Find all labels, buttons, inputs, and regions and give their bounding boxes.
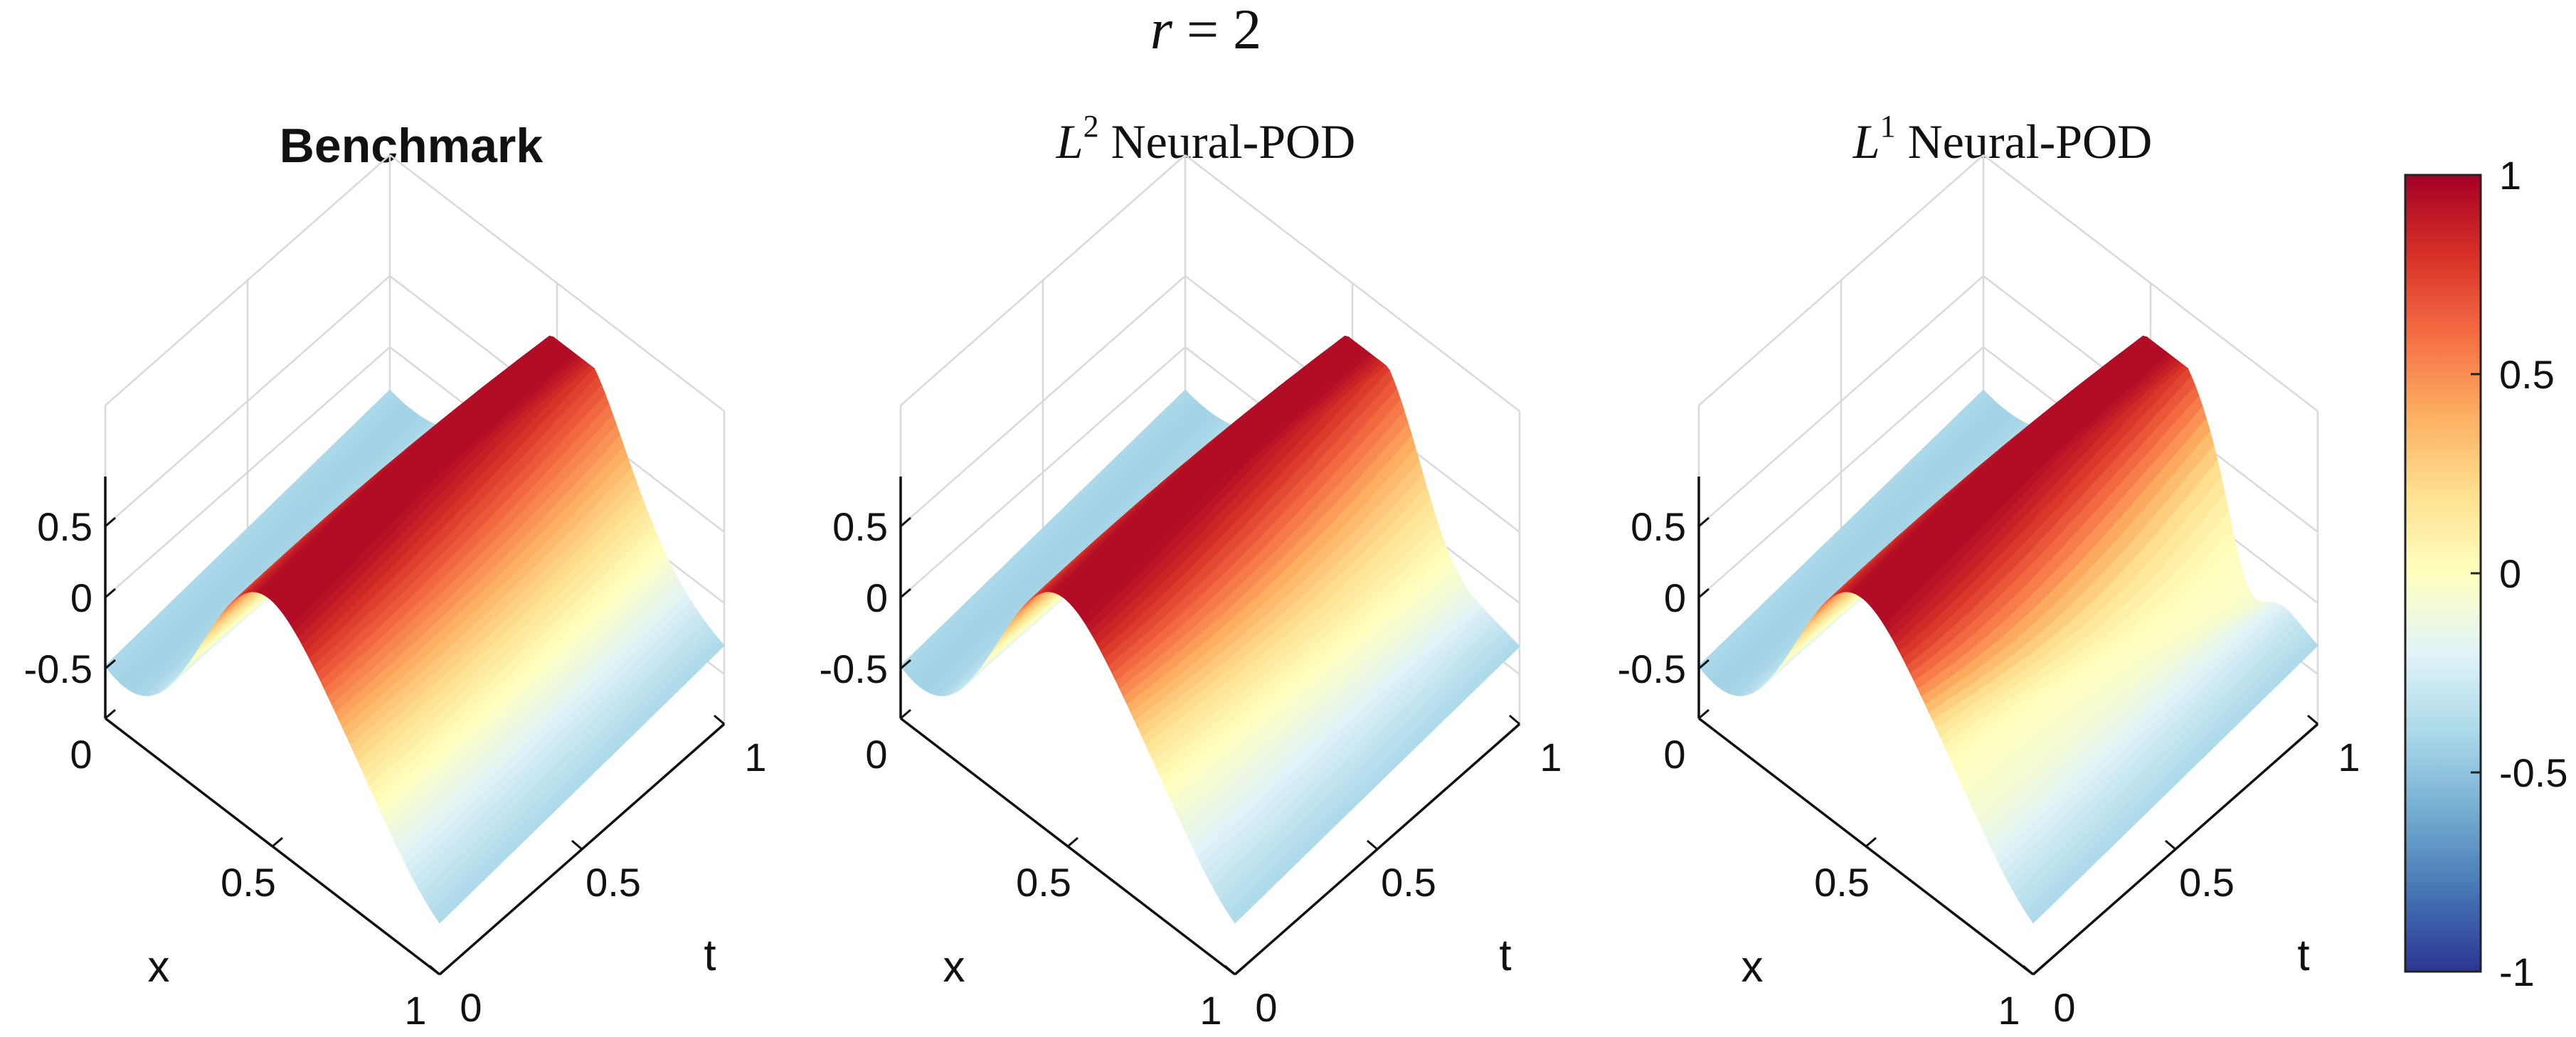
surface-strip xyxy=(435,640,725,924)
x-tick-label: 0.5 xyxy=(1016,860,1071,905)
t-tick-label: 0 xyxy=(2053,985,2075,1030)
t-tick-mark xyxy=(2165,839,2176,851)
z-tick-label: -0.5 xyxy=(24,647,93,691)
x-tick-mark xyxy=(272,836,283,848)
panel-title-l1-exponent: 1 xyxy=(1880,109,1896,144)
t-tick-label: 0.5 xyxy=(1381,860,1436,905)
axes-lines xyxy=(104,477,726,976)
x-tick-label: 0 xyxy=(70,732,92,777)
t-tick-label: 0.5 xyxy=(585,860,641,905)
t-tick-label: 0 xyxy=(460,985,482,1030)
surface-strip xyxy=(2029,640,2318,924)
x-tick-label: 1 xyxy=(1199,988,1221,1033)
colorbar-tick-label: 0 xyxy=(2499,551,2521,596)
z-tick-mark xyxy=(1698,587,1710,599)
figure-suptitle: r = 2 xyxy=(1150,0,1261,61)
surface xyxy=(900,335,1520,924)
axes-lines xyxy=(899,477,1521,976)
t-tick-mark xyxy=(429,964,440,976)
x-tick-label: 1 xyxy=(404,988,426,1033)
colorbar-tick-label: -0.5 xyxy=(2499,750,2568,795)
panel-title-l1-text: Neural-POD xyxy=(1896,115,2153,169)
x-tick-mark xyxy=(2032,964,2044,976)
x-tick-mark xyxy=(439,964,450,976)
colorbar: 1 0.5 0 -0.5 -1 xyxy=(2404,153,2568,994)
panel-title-l2-text: Neural-POD xyxy=(1099,115,1356,169)
z-tick-label: -0.5 xyxy=(1618,647,1687,691)
x-tick-label: 1 xyxy=(1998,988,2020,1033)
suptitle-variable: r xyxy=(1150,0,1173,61)
z-tick-mark xyxy=(900,587,911,599)
z-tick-label: -0.5 xyxy=(820,647,889,691)
panel-l1-neural-pod: 00.51 00.51-0.500.5x t xyxy=(1618,154,2360,1033)
suptitle-value: 2 xyxy=(1233,0,1261,61)
colorbar-tick-label: 1 xyxy=(2499,153,2521,198)
t-tick-label: 1 xyxy=(744,735,766,780)
z-tick-label: 0.5 xyxy=(832,504,888,549)
t-tick-mark xyxy=(1509,714,1520,725)
z-tick-label: 0.5 xyxy=(1631,504,1686,549)
z-tick-label: 0.5 xyxy=(37,504,92,549)
axes-lines xyxy=(1697,477,2319,976)
x-axis-label: x xyxy=(943,942,965,991)
x-tick-mark xyxy=(1234,964,1246,976)
z-tick-mark xyxy=(900,659,911,670)
panel-title-l1: L1 Neural-POD xyxy=(1853,109,2153,169)
surface xyxy=(1698,335,2318,924)
t-tick-label: 1 xyxy=(2338,735,2360,780)
x-tick-mark xyxy=(1865,836,1877,848)
panel-title-l2-exponent: 2 xyxy=(1083,109,1099,144)
z-tick-label: 0 xyxy=(1664,575,1686,620)
t-axis-label: t xyxy=(2297,931,2309,980)
colorbar-tick-label: 0.5 xyxy=(2499,352,2555,397)
z-tick-label: 0 xyxy=(866,575,888,620)
t-tick-label: 1 xyxy=(1539,735,1562,780)
t-tick-mark xyxy=(1224,964,1236,976)
x-tick-label: 0 xyxy=(865,732,887,777)
x-tick-label: 0.5 xyxy=(1814,860,1870,905)
z-tick-mark xyxy=(105,587,116,599)
t-tick-label: 0 xyxy=(1255,985,1277,1030)
x-tick-mark xyxy=(1698,708,1710,720)
z-tick-mark xyxy=(1698,659,1710,670)
t-axis-label: t xyxy=(704,931,716,980)
colorbar-bar xyxy=(2404,174,2482,973)
x-axis-label: x xyxy=(1742,942,1764,991)
surface-strip xyxy=(1231,642,1520,924)
panel-title-l2: L2 Neural-POD xyxy=(1056,109,1356,169)
z-tick-mark xyxy=(1698,516,1710,528)
t-tick-label: 0.5 xyxy=(2179,860,2235,905)
t-tick-mark xyxy=(1367,839,1378,851)
z-tick-mark xyxy=(105,516,116,528)
x-tick-mark xyxy=(105,708,116,720)
x-tick-label: 0.5 xyxy=(221,860,276,905)
colorbar-tick-label: -1 xyxy=(2499,950,2535,994)
z-tick-mark xyxy=(900,516,911,528)
z-tick-mark xyxy=(105,659,116,670)
panel-title-l2-symbol: L xyxy=(1056,115,1083,169)
t-tick-mark xyxy=(714,714,725,725)
panel-title-l1-symbol: L xyxy=(1853,115,1880,169)
x-tick-mark xyxy=(900,708,911,720)
panel-title-benchmark: Benchmark xyxy=(280,119,544,173)
x-tick-mark xyxy=(1067,836,1078,848)
t-axis-label: t xyxy=(1499,931,1511,980)
panel-benchmark: 00.51 00.51-0.500.5x t xyxy=(24,154,767,1033)
z-tick-label: 0 xyxy=(70,575,92,620)
suptitle-operator: = xyxy=(1172,0,1233,61)
surface xyxy=(105,335,725,924)
t-tick-mark xyxy=(2023,964,2034,976)
x-axis-label: x xyxy=(148,942,170,991)
t-tick-mark xyxy=(571,839,583,851)
t-tick-mark xyxy=(2307,714,2318,725)
x-tick-label: 0 xyxy=(1663,732,1685,777)
panel-l2-neural-pod: 00.51 00.51-0.500.5x t xyxy=(820,154,1562,1033)
